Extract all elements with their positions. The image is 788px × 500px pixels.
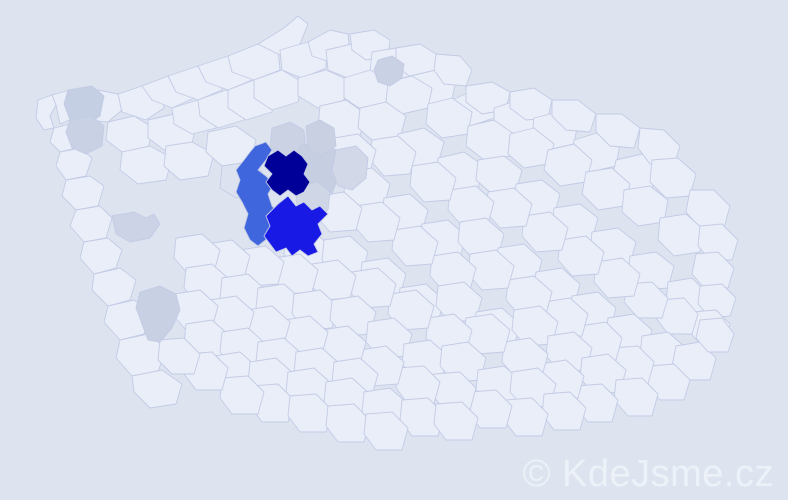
district-base[interactable] xyxy=(157,337,201,375)
district-liberec[interactable] xyxy=(373,55,405,87)
district-praha[interactable] xyxy=(263,149,311,197)
district-base[interactable] xyxy=(79,237,123,275)
district-base[interactable] xyxy=(219,375,265,415)
district-klatovy[interactable] xyxy=(135,285,181,343)
district-base[interactable] xyxy=(657,213,705,257)
district-base[interactable] xyxy=(695,317,735,353)
district-base[interactable] xyxy=(595,113,641,149)
district-base[interactable] xyxy=(363,411,409,451)
watermark-text: KdeJsme.cz xyxy=(562,453,774,495)
district-base[interactable] xyxy=(61,175,105,211)
district-base[interactable] xyxy=(387,289,435,331)
highlighted-districts-layer xyxy=(235,141,329,257)
district-base[interactable] xyxy=(287,393,333,433)
district-base[interactable] xyxy=(697,223,739,261)
district-base[interactable] xyxy=(697,283,737,319)
district-rokycany[interactable] xyxy=(111,211,161,243)
district-base[interactable] xyxy=(35,94,57,131)
district-base[interactable] xyxy=(433,401,479,441)
district-sokolov[interactable] xyxy=(65,115,105,155)
district-base[interactable] xyxy=(409,161,457,203)
district-base[interactable] xyxy=(91,267,137,307)
district-base[interactable] xyxy=(391,225,439,267)
district-base[interactable] xyxy=(557,235,605,277)
copyright-icon: © xyxy=(522,453,551,495)
district-base[interactable] xyxy=(163,141,215,181)
district-base[interactable] xyxy=(131,369,183,409)
district-base[interactable] xyxy=(551,99,597,133)
district-kolin[interactable] xyxy=(331,145,369,191)
district-base[interactable] xyxy=(691,251,735,289)
base-districts-layer xyxy=(35,15,739,451)
watermark: © KdeJsme.cz xyxy=(522,452,774,496)
district-base[interactable] xyxy=(253,69,303,111)
district-base[interactable] xyxy=(69,205,113,243)
district-base[interactable] xyxy=(475,155,523,195)
district-praha-zapad[interactable] xyxy=(263,195,329,257)
district-base[interactable] xyxy=(325,403,371,443)
district-base[interactable] xyxy=(521,211,569,253)
district-base[interactable] xyxy=(119,145,173,185)
district-praha-vychod-n[interactable] xyxy=(305,119,337,157)
district-base[interactable] xyxy=(593,257,641,299)
